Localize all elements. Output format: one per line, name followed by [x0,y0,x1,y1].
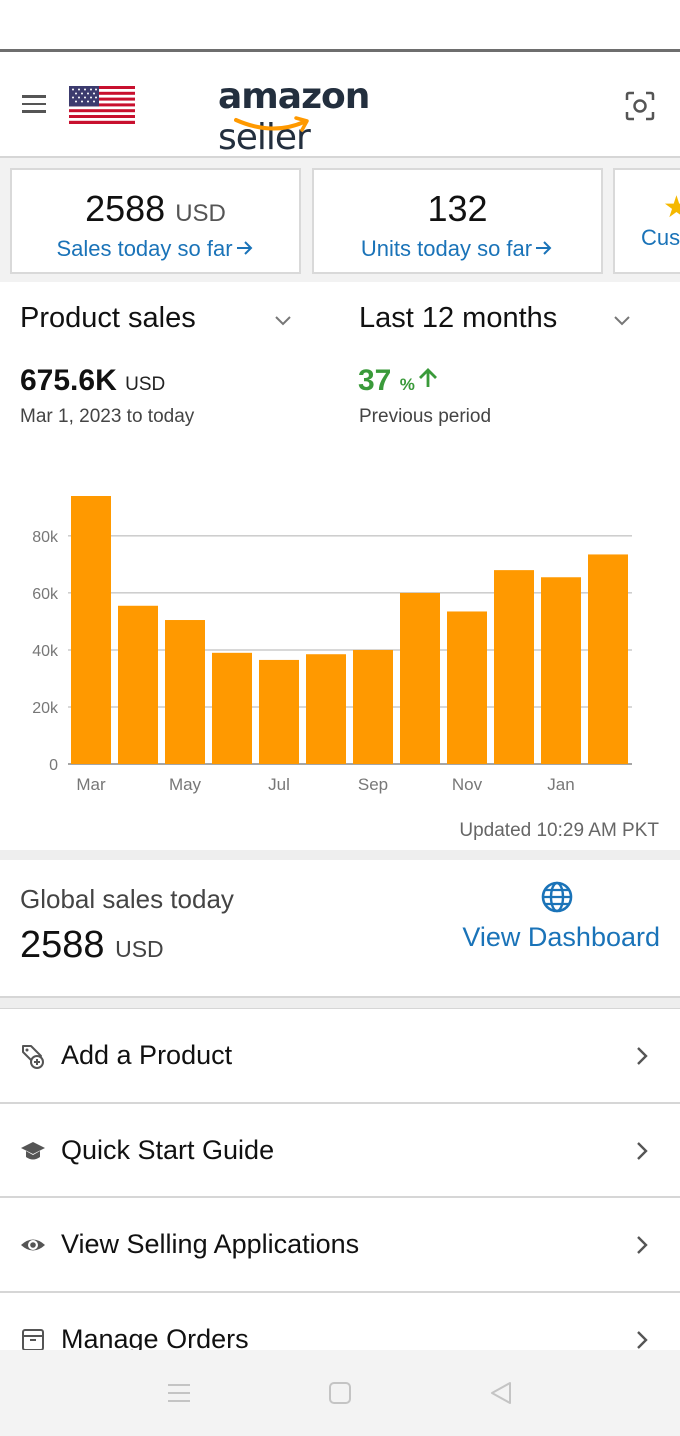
us-flag[interactable] [69,86,135,124]
global-sales-panel: Global sales today 2588 USD View Dashboa… [0,860,680,996]
total-sales-value: 675.6K USD [20,364,165,398]
chart-bar [259,659,299,764]
x-tick-label: Mar [76,775,106,794]
scan-icon[interactable] [624,90,656,122]
hamburger-icon[interactable] [22,95,48,115]
sales-today-label: Sales today so far [56,236,233,261]
chevron-right-icon [637,1047,648,1065]
summary-cards: 2588 USD Sales today so far 132 Units to… [0,158,680,282]
change-label: Previous period [359,406,492,427]
menu-item-label: Quick Start Guide [61,1134,275,1165]
metric-selector-label: Product sales [20,302,196,334]
chart-bar [353,649,393,764]
metric-selector[interactable]: Product sales [20,302,300,342]
change-number: 37 [358,364,392,397]
x-tick-label: Jul [268,775,290,794]
chevron-right-icon [637,1330,648,1349]
units-today-card[interactable]: 132 Units today so far [312,168,603,274]
chevron-down-icon [614,316,630,326]
orders-box-icon [22,1328,44,1351]
y-tick-label: 80k [32,529,59,546]
global-sales-value: 2588 USD [20,924,164,967]
eye-icon [21,1239,45,1251]
arrow-right-icon [536,241,552,255]
global-sales-unit: USD [115,936,164,962]
customer-card[interactable]: ★ Cus [613,168,680,274]
chart-bar [165,620,205,764]
chart-bar [71,496,111,764]
total-sales-unit: USD [125,374,166,395]
star-icon: ★ [663,191,680,224]
x-tick-label: Nov [452,775,483,794]
y-tick-label: 0 [49,757,58,774]
home-icon[interactable] [325,1378,355,1408]
y-tick-label: 20k [32,700,59,717]
sales-bar-chart: 0 20k 40k 60k 80k Mar May Jul Sep Nov Jan [32,496,632,794]
period-selector[interactable]: Last 12 months [359,302,639,342]
status-area [0,0,680,50]
amazon-seller-logo: amazon seller [218,76,468,158]
chart-bar [447,611,487,764]
chart-bar [400,592,440,764]
graduation-cap-icon [21,1141,45,1159]
y-tick-label: 40k [32,643,59,660]
chart-bar [494,570,534,764]
view-dashboard-link[interactable]: View Dashboard [462,922,660,952]
global-sales-number: 2588 [20,924,105,966]
menu-list: Add a Product Quick Start Guide View Sel… [0,1009,680,1387]
section-divider [0,850,680,860]
app-header: amazon seller [0,52,680,158]
system-navigation-bar [0,1350,680,1436]
change-value: 37 % [358,364,439,398]
units-today-value: 132 [427,188,488,229]
menu-item-label: Manage Orders [61,1323,249,1354]
chevron-right-icon [637,1236,648,1254]
menu-item-view-selling-applications[interactable]: View Selling Applications [0,1198,680,1293]
chart-bar [306,654,346,764]
logo-text-amazon: amazon [218,76,370,117]
add-product-tag-icon [22,1045,44,1069]
chart-bar [588,554,628,764]
period-selector-label: Last 12 months [359,302,558,334]
chart-bar [118,605,158,764]
chart-bar [212,652,252,764]
y-tick-label: 60k [32,586,59,603]
chevron-right-icon [637,1141,648,1160]
sales-section: Product sales Last 12 months 675.6K USD … [0,282,680,850]
amazon-smile-icon [234,116,309,132]
globe-icon[interactable] [540,880,574,914]
sales-today-card[interactable]: 2588 USD Sales today so far [10,168,301,274]
back-icon[interactable] [486,1378,516,1408]
menu-item-add-product[interactable]: Add a Product [0,1009,680,1104]
total-sales-number: 675.6K [20,364,117,397]
menu-item-label: Add a Product [61,1040,233,1070]
updated-timestamp: Updated 10:29 AM PKT [459,820,659,841]
arrow-right-icon [236,241,252,255]
menu-item-label: View Selling Applications [61,1229,360,1259]
section-divider [0,996,680,1009]
x-tick-label: Sep [358,775,388,794]
sales-today-value: 2588 [85,188,166,229]
menu-item-quick-start-guide[interactable]: Quick Start Guide [0,1103,680,1198]
arrow-up-icon [418,368,437,387]
x-tick-label: May [169,775,202,794]
chart-bar [541,577,581,764]
global-sales-label: Global sales today [20,884,234,914]
chevron-down-icon [275,316,291,326]
units-today-label: Units today so far [360,236,533,261]
recent-apps-icon[interactable] [164,1378,194,1408]
top-divider [0,49,680,52]
customer-card-label: Cus [641,225,680,250]
sales-today-unit: USD [175,200,226,227]
x-tick-label: Jan [547,775,574,794]
total-sales-range: Mar 1, 2023 to today [20,406,195,427]
change-unit: % [399,375,415,394]
